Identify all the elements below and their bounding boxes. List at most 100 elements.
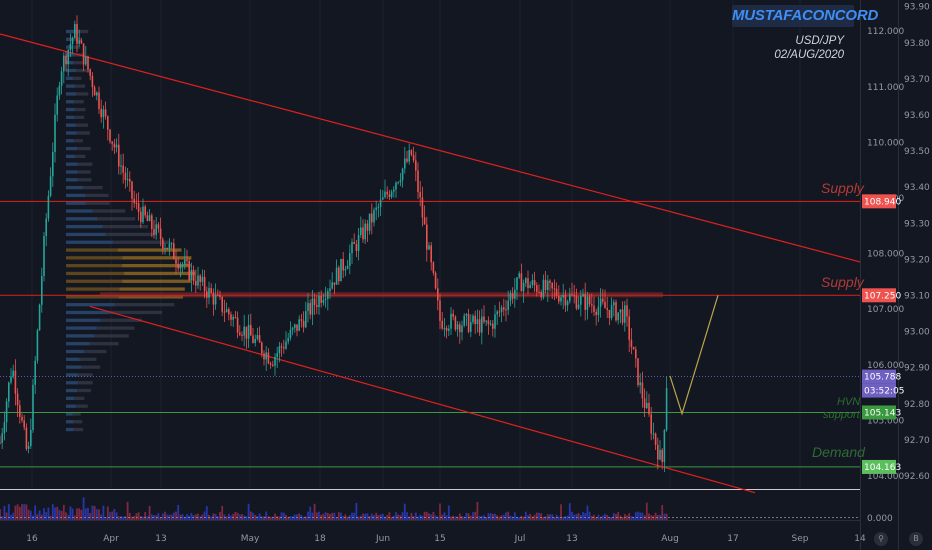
- volume-profile-bar: [66, 84, 75, 88]
- candle-body: [514, 289, 516, 299]
- volume-bar: [87, 507, 89, 520]
- symbol-info: USD/JPY 02/AUG/2020: [774, 34, 844, 62]
- volume-bar: [355, 502, 358, 520]
- candle-body: [276, 353, 278, 358]
- candle-body: [30, 429, 32, 446]
- volume-profile-bar: [66, 217, 98, 221]
- volume-bar: [21, 504, 23, 520]
- volume-bar: [630, 516, 633, 520]
- volume-bar: [507, 511, 510, 520]
- volume-profile: [66, 29, 196, 432]
- volume-bar: [388, 512, 391, 520]
- candle-body: [186, 259, 188, 261]
- volume-bar: [276, 516, 279, 520]
- candle-body: [250, 324, 252, 336]
- candle-body: [489, 323, 492, 325]
- volume-bar: [216, 516, 219, 520]
- volume-bar: [403, 503, 406, 520]
- volume-bar: [322, 513, 325, 520]
- candle-body: [192, 269, 195, 281]
- candle-body: [164, 247, 166, 249]
- candle-body: [280, 346, 283, 348]
- volume-bar: [69, 506, 72, 520]
- volume-bar: [562, 516, 565, 520]
- volume-bar: [331, 512, 334, 520]
- magnifier-icon[interactable]: ⚲: [874, 532, 888, 546]
- candle-body: [544, 279, 547, 291]
- candle-body: [454, 316, 457, 330]
- volume-bar: [98, 509, 100, 520]
- volume-bar: [3, 505, 6, 520]
- volume-bar: [584, 513, 587, 520]
- b-icon[interactable]: B: [909, 532, 923, 546]
- volume-bar: [313, 503, 316, 520]
- price-tag-label: 108.940: [864, 197, 901, 207]
- volume-bar: [219, 512, 221, 520]
- candle-body: [604, 301, 606, 309]
- candle-body: [219, 295, 221, 297]
- candle-body: [500, 307, 503, 312]
- volume-bar: [377, 515, 380, 520]
- candle-body: [41, 275, 43, 305]
- candle-body: [621, 309, 624, 323]
- candle-body: [199, 275, 201, 282]
- volume-bar: [181, 514, 184, 520]
- volume-bar: [648, 513, 650, 520]
- volume-bar: [78, 508, 81, 520]
- candle-body: [285, 341, 287, 349]
- volume-profile-bar: [73, 100, 84, 104]
- volume-profile-bar: [73, 420, 83, 424]
- candle-body: [393, 189, 395, 192]
- volume-bar: [95, 509, 98, 520]
- candle-body: [373, 210, 375, 223]
- volume-bar: [346, 516, 349, 520]
- volume-profile-bar: [122, 279, 191, 283]
- candle-body: [527, 278, 529, 289]
- candle-body: [122, 165, 124, 173]
- volume-bar: [93, 506, 96, 520]
- volume-bar: [29, 510, 32, 520]
- volume-profile-bar: [117, 248, 182, 252]
- index-tick-label: 93.20: [904, 255, 930, 265]
- volume-bar: [436, 516, 439, 520]
- candle-body: [404, 158, 406, 169]
- index-tick-label: 93.30: [904, 219, 930, 229]
- candle-body: [542, 279, 545, 298]
- volume-profile-bar: [66, 115, 75, 120]
- price-tag-label: 03:52:05: [864, 387, 904, 397]
- candle-body: [412, 154, 415, 161]
- volume-bar: [340, 512, 342, 520]
- volume-bar: [529, 513, 532, 520]
- hvn-label: HVN: [837, 396, 861, 408]
- candle-body: [60, 71, 63, 86]
- volume-bar: [430, 514, 433, 520]
- price-axis[interactable]: 104.000105.000106.000107.000108.000109.0…: [861, 0, 904, 550]
- volume-bar: [531, 516, 534, 520]
- volume-bar: [454, 516, 457, 520]
- volume-bar: [25, 504, 28, 520]
- candle-body: [162, 239, 164, 249]
- brand-label: MUSTAFACONCORD: [732, 7, 879, 24]
- candle-body: [65, 55, 67, 65]
- volume-profile-bar: [66, 357, 80, 361]
- candle-body: [465, 314, 468, 316]
- volume-bar: [203, 511, 206, 520]
- candle-body: [408, 150, 410, 162]
- volume-bar: [172, 512, 175, 520]
- volume-bar: [51, 504, 54, 520]
- volume-bar: [139, 516, 142, 520]
- candle-body: [388, 194, 391, 198]
- candle-body: [503, 307, 505, 310]
- volume-bar: [573, 514, 576, 520]
- volume-profile-bar: [89, 342, 119, 346]
- volume-bar: [639, 512, 642, 520]
- demand-label: Demand: [812, 444, 865, 460]
- volume-profile-bar: [66, 248, 118, 252]
- volume-bar: [5, 512, 8, 520]
- candle-body: [307, 303, 309, 312]
- volume-profile-bar: [72, 412, 81, 416]
- price-tag-label: 107.250: [864, 291, 901, 301]
- time-axis[interactable]: 16 Apr 13 May 18 Jun 15 Jul 13 Aug 17 Sep 14: [26, 534, 866, 544]
- candle-body: [654, 433, 657, 445]
